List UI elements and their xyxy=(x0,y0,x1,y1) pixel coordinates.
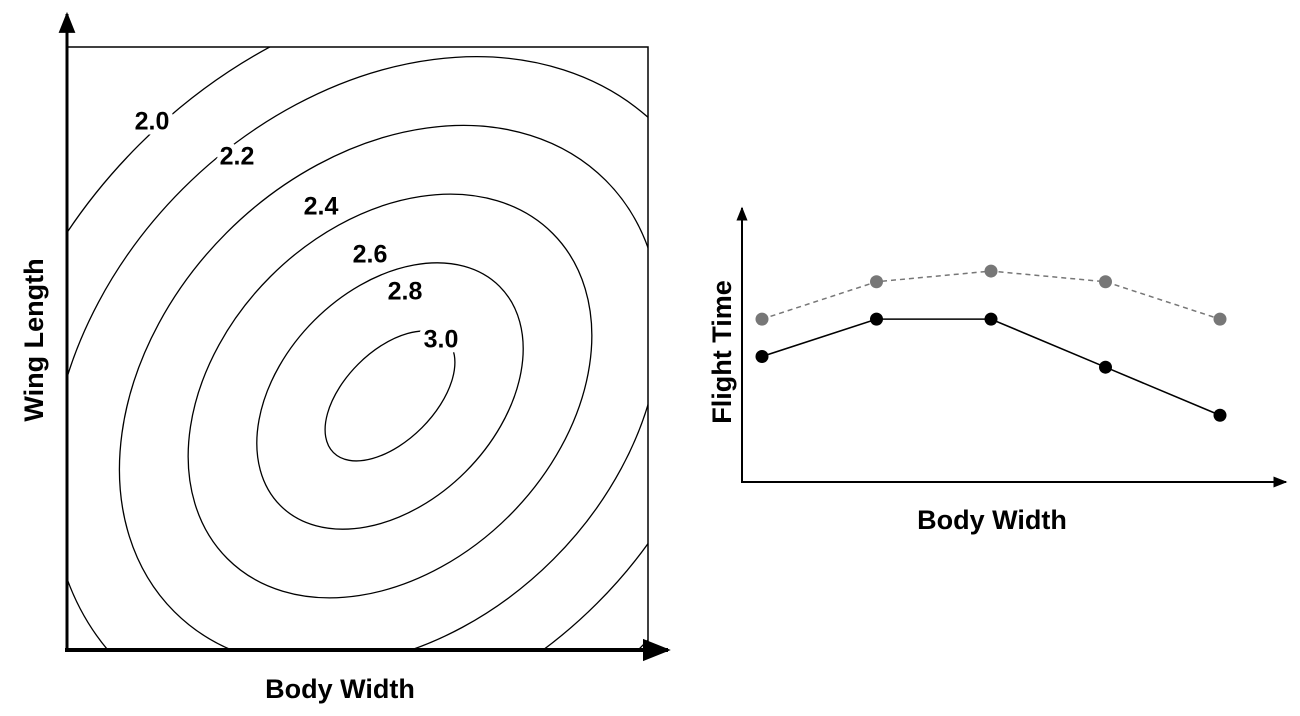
contour-label: 2.0 xyxy=(135,108,170,136)
contour-line xyxy=(256,262,524,530)
data-point xyxy=(1213,408,1227,422)
contour-line xyxy=(67,56,648,650)
series-line xyxy=(761,318,1221,416)
contour-label: 2.2 xyxy=(220,143,255,171)
contour-line xyxy=(187,193,593,599)
contour-label: 3.0 xyxy=(424,326,459,354)
data-point xyxy=(755,312,769,326)
data-point xyxy=(1213,312,1227,326)
plot-frame xyxy=(66,46,649,651)
data-point xyxy=(755,350,769,364)
data-point xyxy=(1099,275,1112,289)
y-axis-label: Wing Length xyxy=(19,258,49,421)
contour-line xyxy=(67,47,648,650)
data-point xyxy=(1099,360,1112,374)
contour-line xyxy=(118,124,648,650)
contour-label: 2.8 xyxy=(388,278,423,306)
x-axis-label: Body Width xyxy=(265,674,415,704)
contour-label: 2.6 xyxy=(353,241,388,269)
contour-label: 2.4 xyxy=(304,193,339,221)
data-point xyxy=(984,312,998,326)
contour-group xyxy=(67,47,648,650)
contour-line xyxy=(324,330,456,462)
data-point xyxy=(984,264,998,278)
y-axis-label: Flight Time xyxy=(707,280,737,424)
data-point xyxy=(870,275,883,289)
series-line xyxy=(761,270,1221,320)
data-point xyxy=(870,312,883,326)
x-axis-label: Body Width xyxy=(917,505,1067,535)
